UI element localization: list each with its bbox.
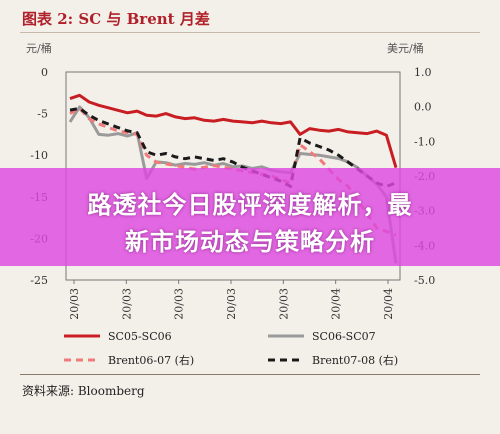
series-line-brent07-08 — [69, 106, 397, 188]
x-axis-tick-label: 20/03 — [225, 288, 238, 320]
legend-divider — [20, 374, 480, 375]
x-axis-tick-label: 20/03 — [68, 288, 81, 320]
headline-banner: 路透社今日股评深度解析，最 新市场动态与策略分析 — [0, 168, 500, 266]
right-axis-unit: 美元/桶 — [387, 42, 424, 55]
legend-label: Brent07-08 (右) — [312, 353, 398, 367]
banner-headline-line-2: 新市场动态与策略分析 — [125, 228, 375, 256]
left-axis-tick-label: 0 — [41, 66, 48, 79]
left-axis-tick-label: -25 — [30, 274, 48, 287]
x-axis-tick-label: 20/03 — [120, 288, 133, 320]
right-axis-tick-label: -5.0 — [414, 274, 435, 287]
right-axis-tick-label: -1.0 — [414, 135, 435, 148]
source-note: 资料来源: Bloomberg — [22, 384, 145, 398]
left-axis-tick-label: -5 — [37, 108, 48, 121]
x-axis-tick-label: 20/03 — [277, 288, 290, 320]
banner-headline-line-1: 路透社今日股评深度解析，最 — [87, 191, 413, 219]
x-axis-tick-label: 20/04 — [382, 288, 395, 320]
series-layer — [68, 93, 398, 264]
title-divider — [20, 32, 480, 33]
x-axis-tick-label: 20/04 — [330, 288, 343, 320]
right-axis-tick-label: 0.0 — [414, 101, 432, 114]
legend-label: SC05-SC06 — [108, 330, 172, 343]
legend-label: SC06-SC07 — [312, 330, 376, 343]
series-line-sc06-sc07 — [68, 105, 398, 264]
left-axis-unit: 元/桶 — [26, 42, 52, 55]
x-axis-tick-label: 20/03 — [173, 288, 186, 320]
legend: SC05-SC06 SC06-SC07 Brent06-07 (右) Brent07-… — [64, 330, 398, 367]
left-axis-tick-label: -10 — [30, 149, 48, 162]
legend-label: Brent06-07 (右) — [108, 353, 194, 367]
series-line-sc05-sc06 — [69, 93, 398, 169]
series-line-brent06-07 — [69, 106, 397, 237]
right-axis-tick-label: 1.0 — [414, 66, 432, 79]
chart-title: 图表 2: SC 与 Brent 月差 — [22, 10, 210, 28]
